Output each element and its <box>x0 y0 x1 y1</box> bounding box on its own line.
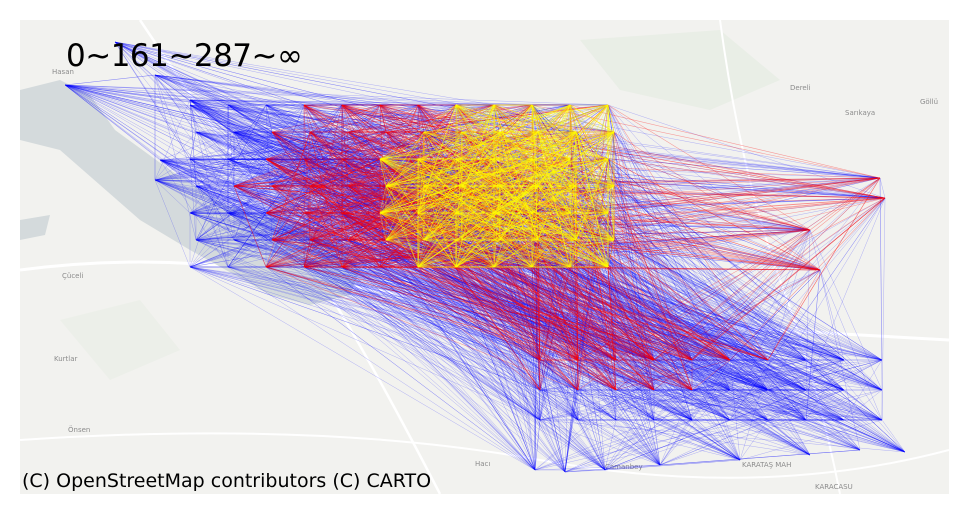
place-label: Sarıkaya <box>845 109 875 117</box>
place-label: Camanbey <box>605 463 643 471</box>
place-label: KARATAŞ MAH <box>742 461 791 469</box>
map-attribution: (C) OpenStreetMap contributors (C) CARTO <box>22 470 432 492</box>
place-label: Hasan <box>52 68 74 76</box>
place-label: Kurtlar <box>54 355 78 363</box>
place-labels: Hasan Dereli Sarıkaya Göllü Çüceli Kurtlar Öns… <box>52 68 938 491</box>
place-label: KARACASU <box>815 483 853 491</box>
place-label: Dereli <box>790 84 811 92</box>
place-label: Önsen <box>68 425 90 434</box>
place-label: Hacı <box>475 460 490 468</box>
flow-legend: 0~161~287~∞ <box>66 38 303 74</box>
place-label: Çüceli <box>62 272 83 280</box>
lake <box>20 80 360 305</box>
place-label: Göllü <box>920 98 938 106</box>
basemap: Hasan Dereli Sarıkaya Göllü Çüceli Kurtlar Öns… <box>20 20 949 494</box>
flow-lines-layer <box>64 41 906 473</box>
map-view[interactable]: Hasan Dereli Sarıkaya Göllü Çüceli Kurtlar Öns… <box>20 20 949 494</box>
